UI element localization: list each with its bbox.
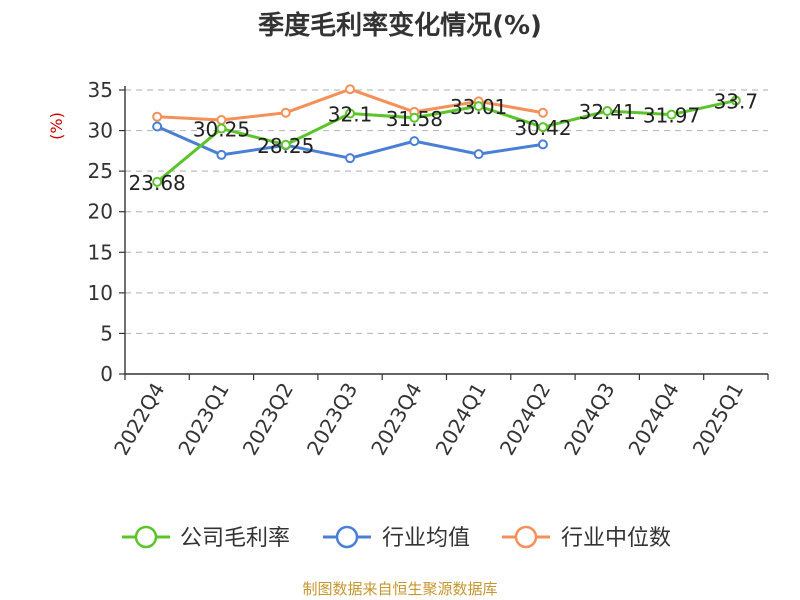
- x-tick-label: 2023Q1: [173, 379, 233, 460]
- legend-marker: [134, 525, 158, 549]
- data-label: 33.01: [450, 95, 507, 119]
- data-label: 32.41: [579, 100, 636, 124]
- data-point: [730, 95, 741, 106]
- y-tick-label: 30: [88, 119, 113, 143]
- source-note: 制图数据来自恒生聚源数据库: [302, 580, 497, 598]
- data-point: [537, 122, 548, 133]
- x-tick-label: 2023Q3: [302, 379, 362, 460]
- data-point: [216, 149, 227, 160]
- y-tick-label: 25: [88, 159, 113, 183]
- y-tick-label: 0: [100, 362, 113, 386]
- data-label: 30.42: [514, 116, 571, 140]
- series-lines: [152, 84, 741, 187]
- x-tick-label: 2024Q3: [559, 379, 619, 460]
- legend-label: 公司毛利率: [180, 526, 290, 551]
- data-point: [345, 153, 356, 164]
- data-point: [152, 176, 163, 187]
- chart-title: 季度毛利率变化情况(%): [258, 10, 542, 41]
- data-label: 32.1: [328, 103, 373, 127]
- x-tick-label: 2024Q1: [431, 379, 491, 460]
- x-tick-label: 2024Q4: [623, 379, 683, 460]
- data-point: [345, 84, 356, 95]
- y-tick-label: 15: [88, 240, 113, 264]
- legend-label: 行业中位数: [561, 526, 671, 551]
- y-tick-label: 10: [88, 281, 113, 305]
- data-point: [409, 112, 420, 123]
- data-labels: 23.68 30.25 28.25 32.1 31.58 33.01 30.42 32.41 3…: [129, 90, 759, 195]
- data-point: [473, 149, 484, 160]
- data-point: [602, 106, 613, 117]
- x-tick-label: 2023Q2: [238, 379, 298, 460]
- y-tick-label: 35: [88, 78, 113, 102]
- grid-lines: [125, 89, 768, 335]
- data-point: [280, 107, 291, 118]
- data-label: 23.68: [129, 171, 186, 195]
- data-point: [152, 111, 163, 122]
- data-point: [152, 121, 163, 132]
- y-axis-label: (%): [47, 112, 66, 140]
- legend: 公司毛利率 行业均值 行业中位数: [122, 525, 671, 551]
- data-label: 28.25: [257, 134, 314, 158]
- x-tick-label: 2025Q1: [688, 379, 748, 460]
- data-label: 31.58: [386, 107, 443, 131]
- data-point: [666, 109, 677, 120]
- x-tick-label: 2023Q4: [366, 379, 426, 460]
- data-point: [345, 108, 356, 119]
- data-label: 33.7: [714, 90, 759, 114]
- y-tick-label: 20: [88, 200, 113, 224]
- data-point: [473, 101, 484, 112]
- data-point: [280, 139, 291, 150]
- data-label: 31.97: [643, 104, 700, 128]
- x-tick-label: 2024Q2: [495, 379, 555, 460]
- data-point: [216, 123, 227, 134]
- y-tick-label: 5: [100, 321, 113, 345]
- x-tick-label: 2022Q4: [109, 379, 169, 460]
- legend-marker: [335, 525, 359, 549]
- legend-marker: [514, 525, 538, 549]
- series-line: [156, 99, 737, 184]
- data-point: [409, 136, 420, 147]
- legend-label: 行业均值: [382, 526, 470, 551]
- data-label: 30.25: [193, 118, 250, 142]
- data-point: [537, 107, 548, 118]
- data-point: [537, 139, 548, 150]
